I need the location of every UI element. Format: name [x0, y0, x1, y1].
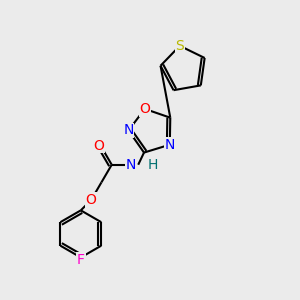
Text: H: H — [148, 158, 158, 172]
Text: F: F — [77, 253, 85, 267]
Text: O: O — [94, 139, 104, 153]
Text: N: N — [125, 158, 136, 172]
Text: O: O — [139, 102, 150, 116]
Text: N: N — [123, 124, 134, 137]
Text: S: S — [176, 39, 184, 53]
Text: N: N — [165, 138, 175, 152]
Text: O: O — [86, 193, 97, 207]
